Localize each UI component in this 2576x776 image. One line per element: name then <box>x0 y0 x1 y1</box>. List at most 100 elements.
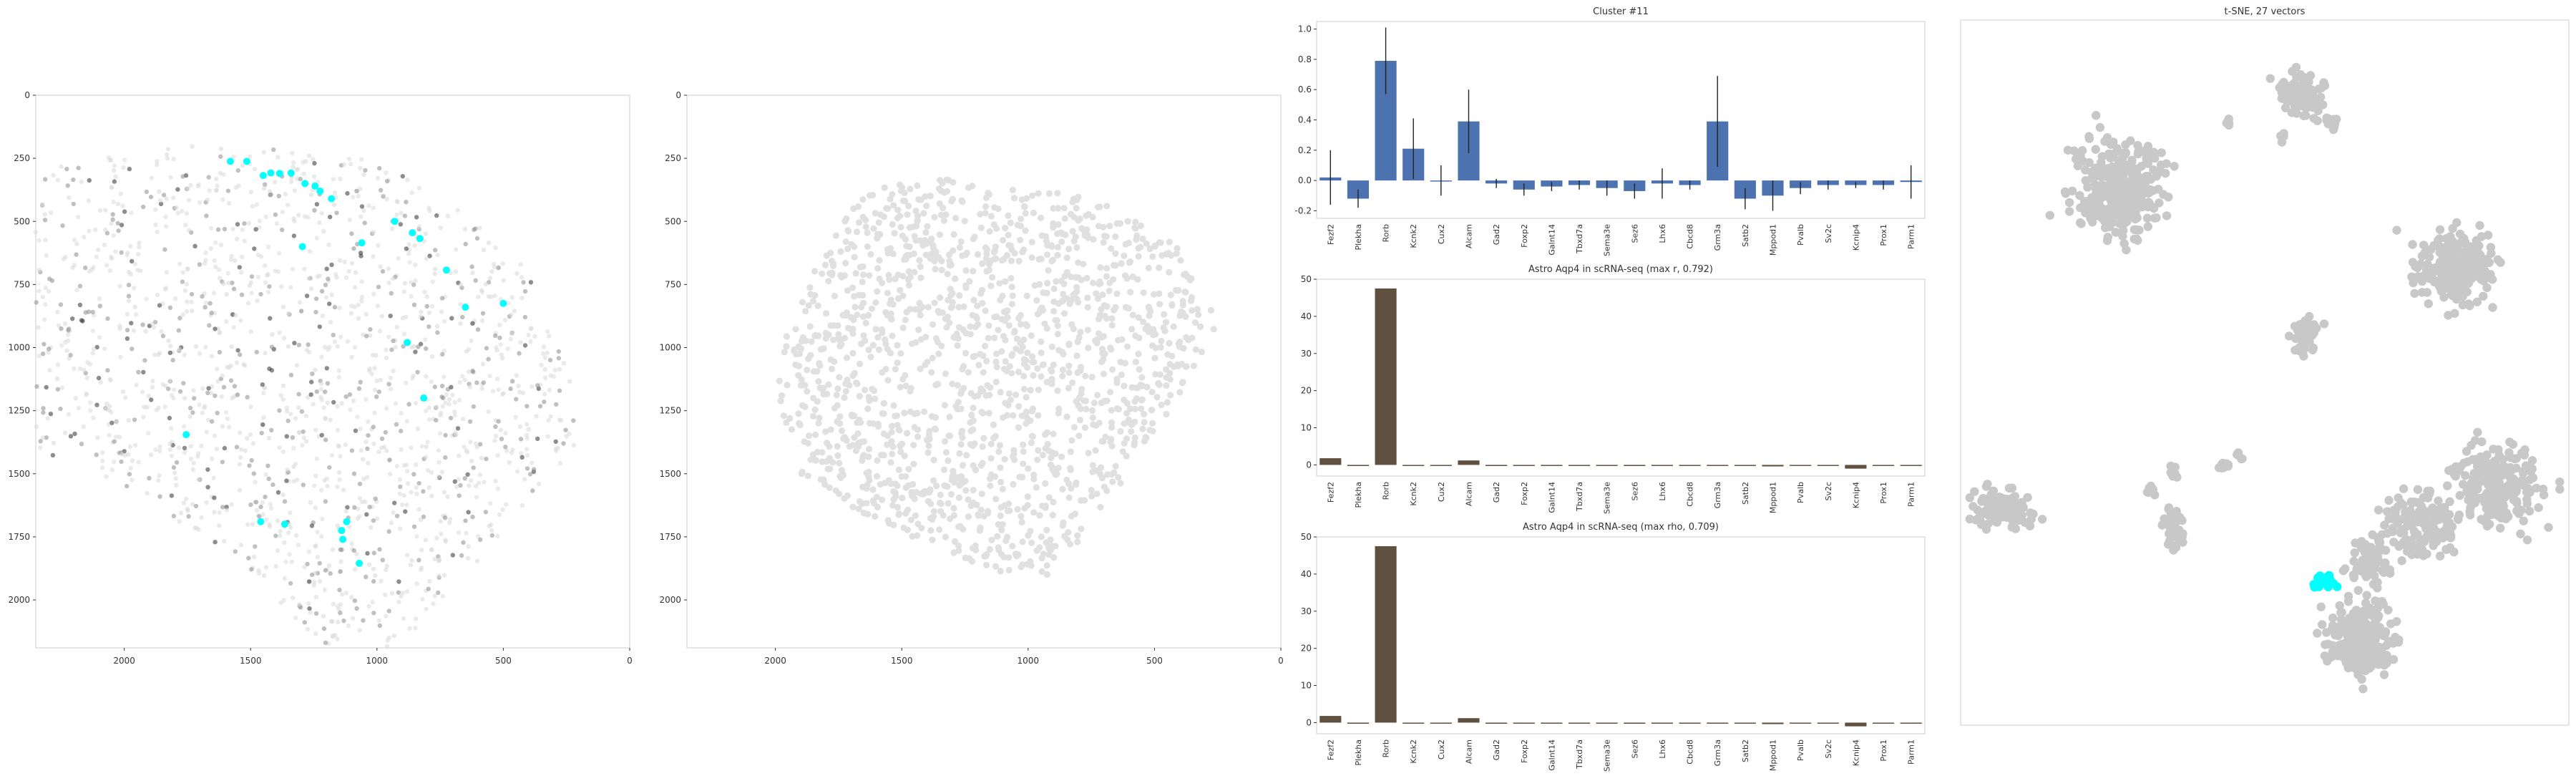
tissue-point <box>1070 292 1076 299</box>
tissue-point <box>168 344 172 348</box>
tissue-point <box>465 450 469 454</box>
tissue-point <box>836 473 843 480</box>
tissue-point <box>373 387 377 392</box>
tissue-point <box>1110 276 1116 283</box>
tissue-point <box>220 424 225 428</box>
tissue-point <box>927 488 933 494</box>
tsne-point <box>2386 566 2394 574</box>
tissue-point <box>120 204 125 208</box>
tsne-point <box>2422 550 2431 558</box>
tissue-point <box>1141 419 1148 425</box>
x-tick-label: Gad2 <box>1492 482 1501 503</box>
tissue-point <box>284 478 288 482</box>
tsne-point <box>2118 155 2127 163</box>
tissue-point <box>325 266 329 271</box>
tissue-point <box>412 344 416 349</box>
tissue-point <box>918 336 924 343</box>
tissue-point <box>215 411 220 415</box>
tissue-point <box>330 453 334 457</box>
tissue-point <box>1126 240 1132 246</box>
tissue-point <box>810 298 816 304</box>
tissue-point <box>1090 414 1096 421</box>
tsne-point <box>2100 137 2109 145</box>
tissue-point <box>219 243 223 247</box>
bar <box>1568 465 1590 466</box>
tissue-point <box>1084 232 1091 238</box>
tissue-point <box>165 196 169 200</box>
tissue-point <box>83 266 87 270</box>
tissue-point <box>1020 344 1026 350</box>
tissue-point <box>1011 195 1018 201</box>
tissue-point <box>381 558 385 562</box>
x-tick-label: Tbxd7a <box>1575 224 1584 254</box>
tsne-point <box>2354 586 2363 595</box>
tissue-point <box>1033 484 1040 490</box>
tissue-point <box>286 203 290 207</box>
tissue-point <box>537 482 541 486</box>
tissue-point <box>56 387 60 392</box>
tissue-point <box>1181 345 1187 351</box>
tsne-point <box>2418 288 2426 296</box>
tissue-point <box>315 389 319 394</box>
tissue-point <box>482 248 486 252</box>
tissue-point <box>1169 301 1175 308</box>
tsne-point <box>2175 513 2184 522</box>
tissue-point <box>456 426 460 430</box>
tsne-point <box>2075 191 2084 200</box>
tissue-point <box>313 544 317 548</box>
tissue-point <box>1166 340 1172 346</box>
tsne-point <box>2138 203 2147 211</box>
tissue-point <box>913 223 919 229</box>
highlighted-point <box>358 239 366 246</box>
highlighted-point <box>499 300 507 307</box>
tissue-point <box>52 173 56 178</box>
tissue-point <box>212 510 216 514</box>
tissue-point <box>1036 256 1043 263</box>
tissue-point <box>122 209 127 213</box>
tissue-point <box>854 381 860 387</box>
tissue-point <box>275 548 280 553</box>
tissue-point <box>453 413 457 417</box>
tissue-point <box>203 404 207 409</box>
tissue-point <box>1065 385 1072 392</box>
tissue-point <box>444 539 448 543</box>
tissue-point <box>1048 242 1055 248</box>
tissue-point <box>391 339 395 343</box>
y-tick-label: 0.4 <box>1298 115 1312 125</box>
tissue-point <box>1085 344 1091 351</box>
tissue-point <box>1148 407 1155 413</box>
tissue-point <box>99 380 103 384</box>
tissue-point <box>88 400 92 404</box>
tissue-point <box>1010 451 1017 457</box>
tissue-point <box>825 466 831 472</box>
tissue-point <box>1030 372 1036 379</box>
tissue-point <box>525 422 529 426</box>
tissue-point <box>291 267 295 271</box>
tissue-point <box>117 283 122 288</box>
tissue-point <box>374 394 379 399</box>
tissue-point <box>1092 447 1098 454</box>
tissue-point <box>489 295 493 299</box>
tissue-point <box>1078 386 1085 392</box>
tsne-point <box>2448 523 2457 531</box>
tissue-point <box>371 205 376 210</box>
tissue-point <box>87 309 91 314</box>
tissue-point <box>161 382 165 387</box>
tissue-point <box>384 356 389 360</box>
tissue-point <box>195 454 200 458</box>
tissue-point <box>78 367 82 371</box>
tissue-point <box>1070 326 1077 332</box>
tsne-point <box>2081 165 2089 174</box>
x-tick-label: Cux2 <box>1437 739 1446 760</box>
tsne-point <box>2001 502 2010 510</box>
tissue-point <box>403 509 407 513</box>
tissue-point <box>499 437 504 441</box>
tissue-point <box>950 505 957 511</box>
tissue-point <box>186 514 190 518</box>
tissue-point <box>902 382 909 389</box>
tsne-point <box>2409 258 2417 266</box>
tissue-point <box>497 513 502 517</box>
tissue-point <box>87 198 91 203</box>
tissue-point <box>824 458 830 465</box>
